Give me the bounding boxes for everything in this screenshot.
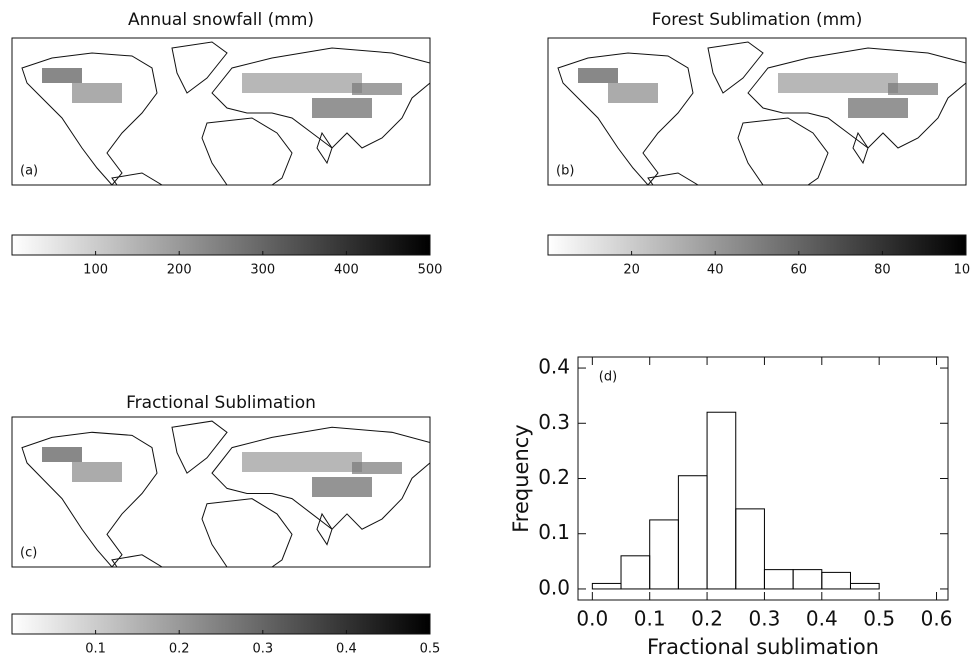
- y-tick-label: 0.3: [538, 410, 570, 434]
- shade-cell: [42, 68, 82, 83]
- histogram-bar: [735, 508, 765, 590]
- y-axis-label: Frequency: [509, 424, 533, 533]
- shade-cell: [72, 83, 122, 103]
- colorbar: [547, 234, 967, 256]
- x-tick-label: 0.4: [806, 607, 838, 631]
- shade-cell: [242, 452, 362, 472]
- map-title: Forest Sublimation (mm): [652, 10, 863, 30]
- shade-cell: [352, 83, 402, 95]
- shade-cell: [72, 462, 122, 482]
- shade-cell: [42, 447, 82, 462]
- histogram-bar: [649, 519, 679, 590]
- shade-cell: [312, 477, 372, 497]
- colorbar-tick-label: 300: [250, 263, 275, 278]
- y-tick-label: 0.1: [538, 520, 570, 544]
- map-shading: [42, 68, 402, 118]
- x-axis-label: Fractional sublimation: [647, 635, 879, 659]
- y-tick-label: 0.4: [538, 355, 570, 379]
- colorbar: [11, 613, 431, 635]
- shade-cell: [312, 98, 372, 118]
- colorbar-tick-label: 500: [418, 263, 443, 278]
- shade-cell: [578, 68, 618, 83]
- histogram-bar: [821, 571, 851, 590]
- histogram-bar: [849, 582, 880, 590]
- histogram-bar: [620, 555, 651, 590]
- colorbar-tick-label: 0.4: [336, 642, 357, 657]
- panel-label: (c): [20, 546, 37, 561]
- shade-cell: [242, 73, 362, 93]
- colorbar-tick-label: 400: [334, 263, 359, 278]
- x-tick-label: 0.6: [921, 607, 953, 631]
- plot-frame: [577, 356, 949, 601]
- panel-label: (d): [599, 370, 617, 385]
- panel-label: (a): [20, 164, 38, 179]
- y-tick-label: 0.0: [538, 575, 570, 599]
- colorbar-tick-label: 0.3: [252, 642, 273, 657]
- map-title: Fractional Sublimation: [126, 393, 316, 413]
- map-shading: [578, 68, 938, 118]
- colorbar-tick-label: 200: [167, 263, 192, 278]
- colorbar-tick-label: 100: [954, 263, 971, 278]
- map-shading: [42, 447, 402, 497]
- colorbar-tick-label: 60: [791, 263, 808, 278]
- colorbar: [11, 234, 431, 256]
- panel-label: (b): [556, 164, 574, 179]
- colorbar-tick-label: 0.2: [169, 642, 190, 657]
- shade-cell: [848, 98, 908, 118]
- shade-cell: [778, 73, 898, 93]
- x-tick-label: 0.2: [691, 607, 723, 631]
- histogram-bar: [677, 475, 708, 590]
- histogram-bar: [763, 569, 794, 590]
- shade-cell: [608, 83, 658, 103]
- x-tick-label: 0.0: [576, 607, 608, 631]
- colorbar-tick-label: 40: [707, 263, 724, 278]
- shade-cell: [352, 462, 402, 474]
- x-tick-label: 0.1: [634, 607, 666, 631]
- x-tick-label: 0.3: [749, 607, 781, 631]
- colorbar-tick-label: 0.5: [420, 642, 441, 657]
- histogram-bar: [706, 411, 737, 590]
- colorbar-tick-label: 20: [623, 263, 640, 278]
- colorbar-tick-label: 80: [874, 263, 891, 278]
- histogram-bar: [591, 582, 622, 590]
- x-tick-label: 0.5: [863, 607, 895, 631]
- shade-cell: [888, 83, 938, 95]
- map-title: Annual snowfall (mm): [128, 10, 314, 30]
- colorbar-tick-label: 100: [83, 263, 108, 278]
- colorbar-tick-label: 0.1: [85, 642, 106, 657]
- histogram-bar: [792, 569, 823, 590]
- y-tick-label: 0.2: [538, 465, 570, 489]
